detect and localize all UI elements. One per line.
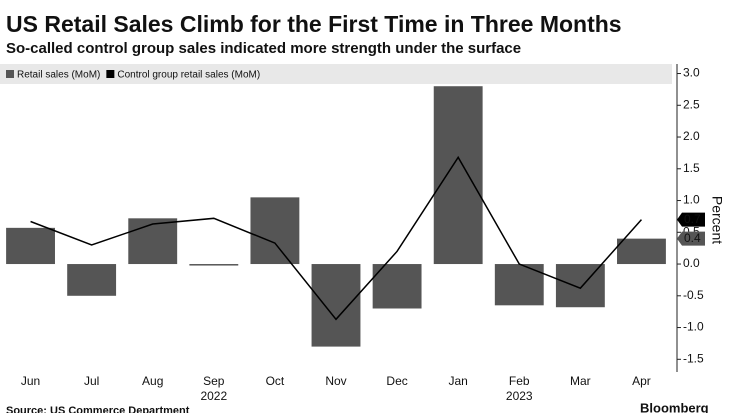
y-tick-label: 3.0 [683,66,700,80]
bar [250,197,300,265]
chart-title: US Retail Sales Climb for the First Time… [6,11,622,37]
bar [67,264,117,296]
legend-background [0,64,672,84]
x-tick-label: Dec [386,374,407,388]
bar [311,264,361,347]
y-tick-label: -1.0 [683,320,704,334]
end-label-tag [677,212,705,227]
x-year-label: 2022 [200,389,227,403]
x-tick-label: Aug [142,374,163,388]
bar [433,86,483,265]
x-year-label: 2023 [506,389,533,403]
line [30,155,643,321]
chart-subtitle: So-called control group sales indicated … [6,40,521,57]
x-tick-label: Mar [570,374,591,388]
x-tick-label: Feb [509,374,530,388]
y-tick-label: 1.5 [683,161,700,175]
x-tick-label: Oct [266,374,285,388]
legend-label: Retail sales (MoM) [17,70,100,81]
bar [372,264,422,309]
end-label: 0.4 [684,231,701,245]
legend-label: Control group retail sales (MoM) [117,70,260,81]
x-tick-label: Jan [449,374,468,388]
y-tick-label: -1.5 [683,351,704,365]
brand: Bloomberg [640,400,709,413]
x-tick-label: Apr [632,374,651,388]
y-tick-label: 2.5 [683,97,700,111]
source: Source: US Commerce Department [6,405,190,413]
bar [128,218,178,265]
legend-swatch [6,70,14,78]
bar [555,264,605,308]
x-tick-label: Nov [325,374,346,388]
y-tick-label: -0.5 [683,288,704,302]
end-label-tag [677,231,705,246]
x-tick-label: Jun [21,374,40,388]
end-label: 0.7 [684,212,701,226]
bar [617,238,666,265]
y-axis-label: Percent [709,196,725,244]
bar [6,227,55,265]
x-tick-label: Sep [203,374,225,388]
x-tick-label: Jul [84,374,99,388]
y-tick-label: 2.0 [683,129,700,143]
y-tick-label: 0.0 [683,256,700,270]
legend-swatch [106,70,115,78]
y-tick-label: 1.0 [683,193,700,207]
bar [189,264,239,266]
